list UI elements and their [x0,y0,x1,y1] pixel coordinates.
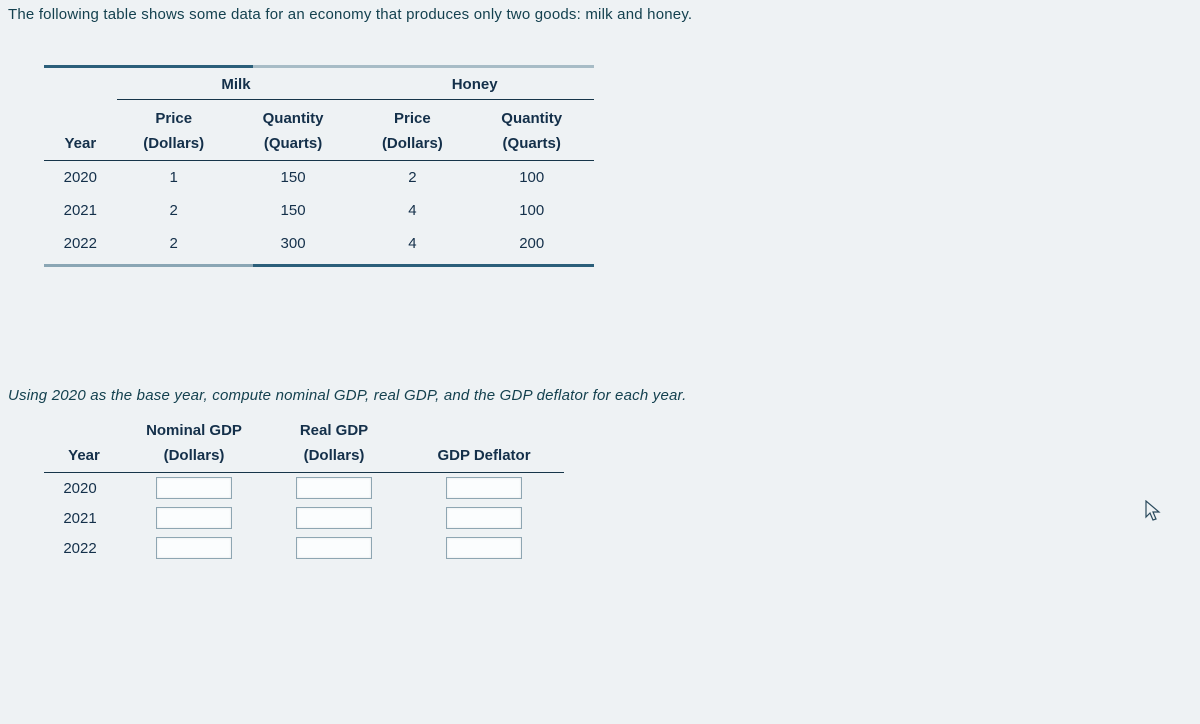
deflator-input[interactable] [446,477,522,499]
deflator-cell [404,473,564,504]
nominal-gdp-cell [124,533,264,563]
nominal-gdp-unit: (Dollars) [124,443,264,473]
honey-price-cell: 4 [355,227,469,260]
year-cell: 2020 [44,161,117,195]
real-gdp-cell [264,503,404,533]
real-gdp-cell [264,533,404,563]
real-gdp-input[interactable] [296,477,372,499]
year-cell: 2022 [44,227,117,260]
deflator-cell [404,503,564,533]
answer-table-wrap: Nominal GDP Real GDP Year (Dollars) (Dol… [44,418,584,563]
honey-qty-cell: 100 [469,161,594,195]
milk-group-header: Milk [117,70,356,100]
blank-header [44,418,124,443]
deflator-input[interactable] [446,537,522,559]
nominal-gdp-cell [124,473,264,504]
gdp-deflator-header: GDP Deflator [404,443,564,473]
honey-qty-cell: 100 [469,194,594,227]
deflator-input[interactable] [446,507,522,529]
nominal-gdp-input[interactable] [156,507,232,529]
real-gdp-input[interactable] [296,507,372,529]
deflator-cell [404,533,564,563]
nominal-gdp-input[interactable] [156,537,232,559]
blank-header [44,100,117,134]
answer-table: Nominal GDP Real GDP Year (Dollars) (Dol… [44,418,564,563]
year-cell: 2020 [44,473,124,504]
year-header: Year [44,133,117,161]
intro-text: The following table shows some data for … [8,6,1192,23]
year-cell: 2022 [44,533,124,563]
milk-qty-cell: 300 [231,227,356,260]
honey-group-header: Honey [355,70,594,100]
honey-price-unit: (Dollars) [355,133,469,161]
honey-price-header: Price [355,100,469,134]
table-row: 2021 [44,503,564,533]
year-header: Year [44,443,124,473]
milk-price-cell: 2 [117,194,231,227]
milk-price-unit: (Dollars) [117,133,231,161]
milk-price-cell: 1 [117,161,231,195]
table-row: 2022 2 300 4 200 [44,227,594,260]
milk-qty-header: Quantity [231,100,356,134]
data-table: Milk Honey Price Quantity Price Quantity… [44,70,594,260]
real-gdp-cell [264,473,404,504]
real-gdp-unit: (Dollars) [264,443,404,473]
honey-price-cell: 2 [355,161,469,195]
honey-qty-cell: 200 [469,227,594,260]
milk-qty-cell: 150 [231,161,356,195]
year-cell: 2021 [44,194,117,227]
milk-qty-unit: (Quarts) [231,133,356,161]
milk-price-header: Price [117,100,231,134]
table-row: 2021 2 150 4 100 [44,194,594,227]
milk-price-cell: 2 [117,227,231,260]
honey-qty-header: Quantity [469,100,594,134]
instruction-text: Using 2020 as the base year, compute nom… [8,387,1192,404]
table-top-accent [44,65,594,68]
real-gdp-input[interactable] [296,537,372,559]
year-cell: 2021 [44,503,124,533]
data-table-wrap: Milk Honey Price Quantity Price Quantity… [44,65,594,267]
table-row: 2022 [44,533,564,563]
blank-header [404,418,564,443]
nominal-gdp-cell [124,503,264,533]
blank-header [44,70,117,100]
milk-qty-cell: 150 [231,194,356,227]
honey-qty-unit: (Quarts) [469,133,594,161]
real-gdp-header: Real GDP [264,418,404,443]
honey-price-cell: 4 [355,194,469,227]
table-row: 2020 1 150 2 100 [44,161,594,195]
nominal-gdp-header: Nominal GDP [124,418,264,443]
nominal-gdp-input[interactable] [156,477,232,499]
table-row: 2020 [44,473,564,504]
